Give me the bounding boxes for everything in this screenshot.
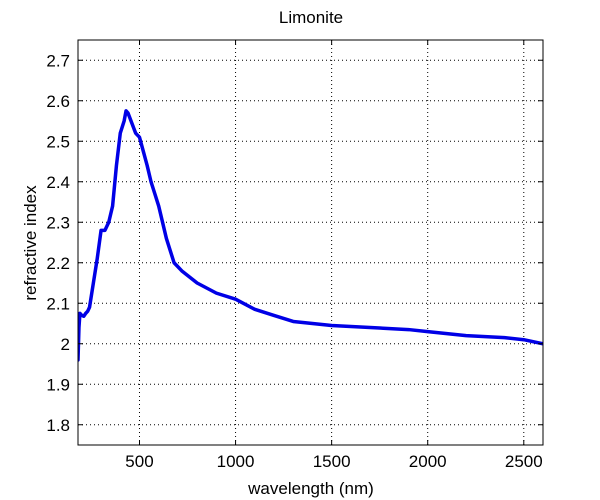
y-tick-label: 2.1 [46, 294, 70, 313]
series-line [78, 109, 543, 362]
y-tick-label: 2 [61, 335, 70, 354]
x-tick-label: 500 [125, 452, 153, 471]
ticks: 500 1000 1500 2000 2500 1.8 1.9 2 2.1 2.2 2.3 2.4 2.… [46, 40, 543, 471]
y-tick-label: 2.3 [46, 213, 70, 232]
x-tick-label: 2000 [409, 452, 447, 471]
chart-title: Limonite [279, 8, 343, 27]
y-tick-label: 2.4 [46, 173, 70, 192]
y-tick-label: 1.9 [46, 375, 70, 394]
plot-frame [77, 39, 544, 446]
x-tick-label: 2500 [505, 452, 543, 471]
y-tick-label: 2.5 [46, 132, 70, 151]
y-tick-label: 2.6 [46, 92, 70, 111]
line-layer [78, 109, 543, 362]
grid [78, 40, 543, 445]
x-tick-label: 1000 [217, 452, 255, 471]
y-tick-label: 1.8 [46, 416, 70, 435]
y-axis-label: refractive index [21, 185, 40, 301]
y-tick-label: 2.7 [46, 51, 70, 70]
x-axis-label: wavelength (nm) [247, 479, 374, 498]
x-tick-label: 1500 [313, 452, 351, 471]
y-tick-label: 2.2 [46, 254, 70, 273]
